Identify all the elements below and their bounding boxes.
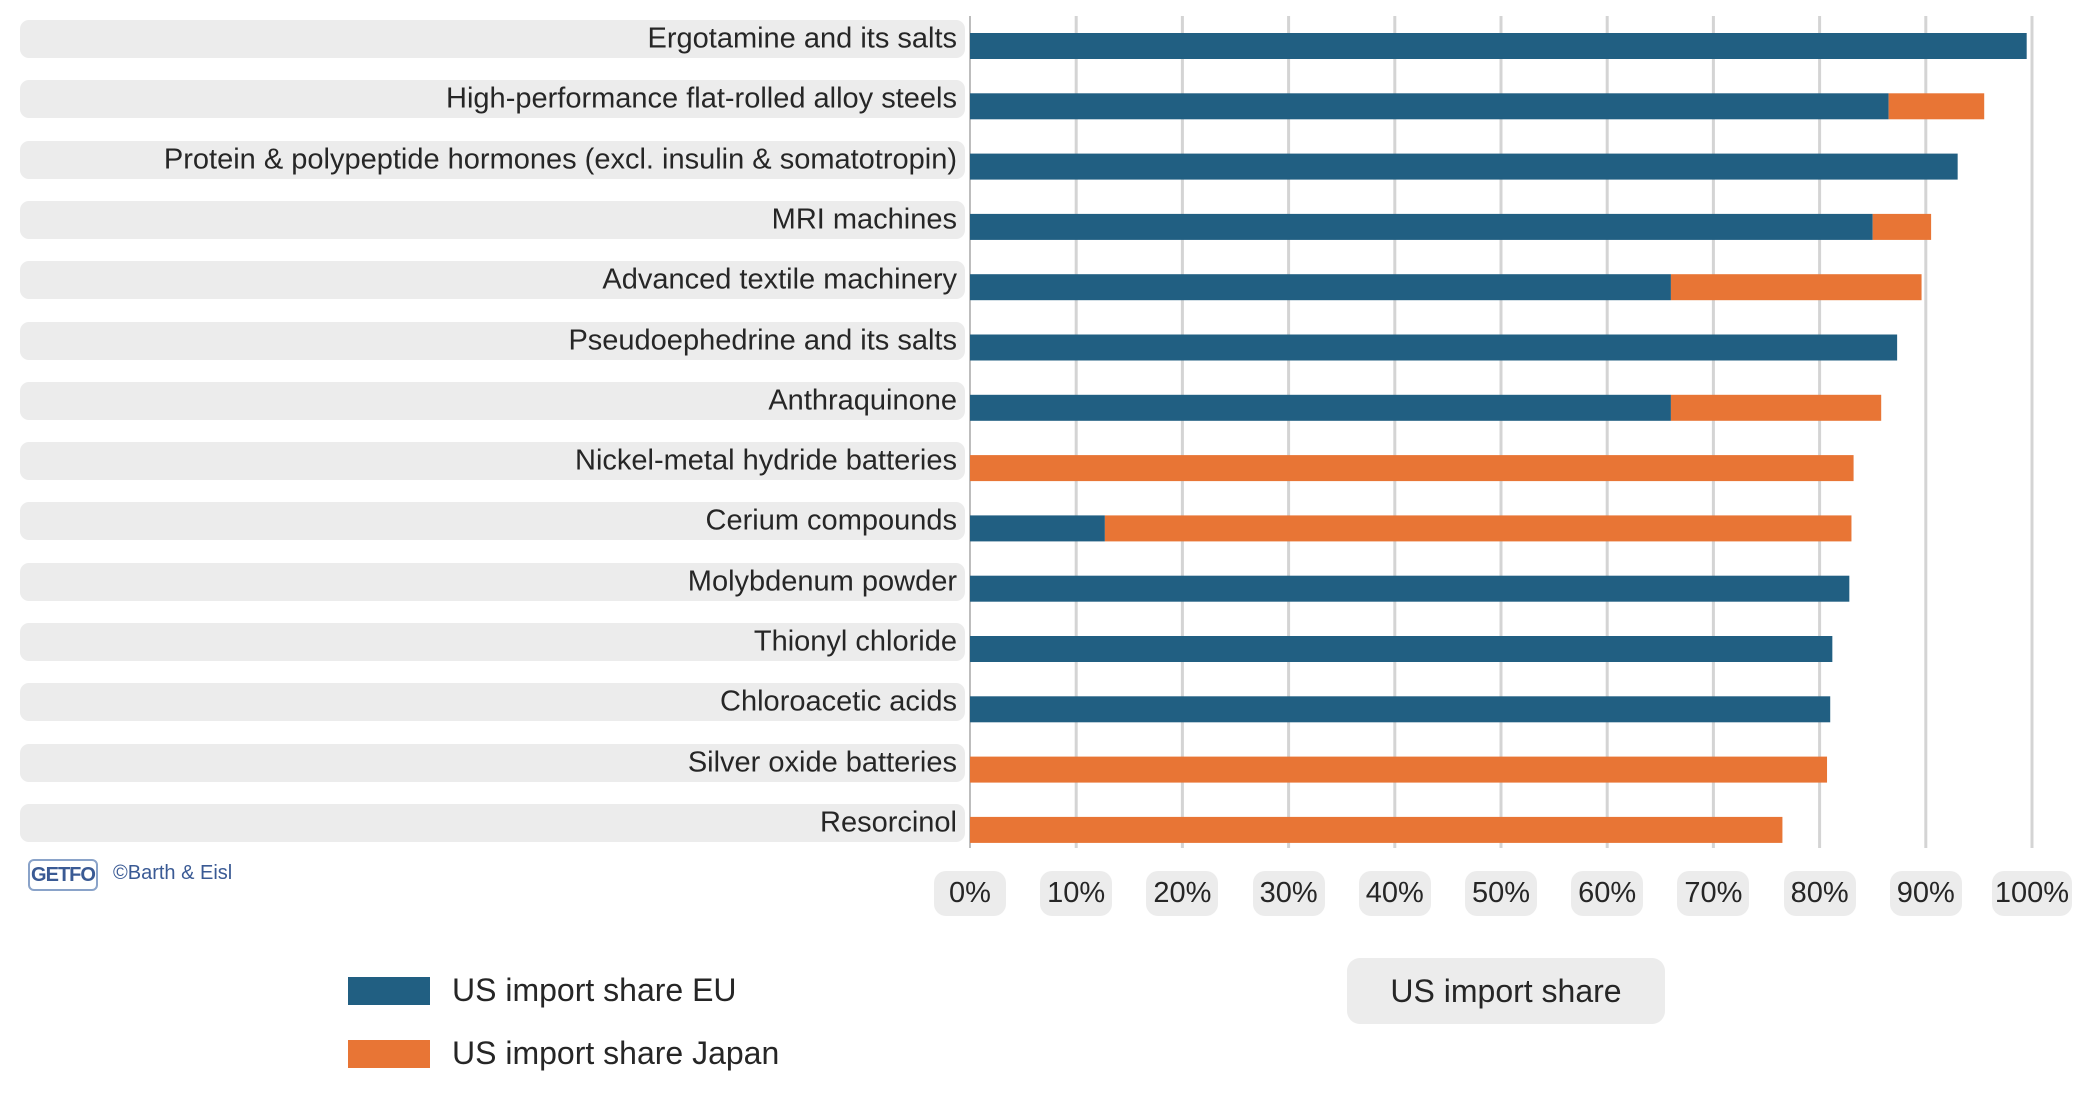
legend-label: US import share EU [452,972,737,1008]
bar-japan [1872,213,1932,240]
legend-label: US import share Japan [452,1035,780,1071]
category-label: Thionyl chloride [20,623,965,661]
category-label: Ergotamine and its salts [20,20,965,58]
category-label-text: MRI machines [771,203,957,236]
category-label-text: Thionyl chloride [753,625,957,658]
bar-eu [970,153,1958,180]
category-label: Pseudoephedrine and its salts [20,321,965,360]
x-tick-label: 50% [1465,871,1537,916]
legend-swatch [348,1039,430,1068]
bar-japan [970,816,1783,843]
bar-eu [970,33,2027,59]
bar-eu [970,213,1873,240]
x-tick-label: 40% [1358,871,1431,916]
x-tick-label: 70% [1677,871,1750,916]
category-label-text: Chloroacetic acids [720,685,957,718]
x-tick-label: 10% [1040,871,1113,916]
category-label: Advanced textile machinery [20,261,965,300]
bar-japan [1104,515,1852,542]
legend-item: US import share Japan [348,1035,779,1072]
legend-item: US import share EU [348,972,737,1009]
category-label-text: Ergotamine and its salts [647,22,957,55]
category-label-text: Pseudoephedrine and its salts [568,324,957,356]
bar-eu [970,93,1889,120]
category-label: Anthraquinone [20,381,965,420]
category-label: Nickel-metal hydride batteries [20,442,965,481]
category-label: Molybdenum powder [20,562,965,601]
category-label-text: Silver oxide batteries [687,746,957,779]
category-label: High-performance flat-rolled alloy steel… [20,80,965,119]
bar-eu [970,696,1831,723]
category-label: Resorcinol [20,803,965,842]
bar-japan [1888,93,1985,120]
bar-japan [970,455,1854,482]
category-label: Cerium compounds [20,502,965,541]
category-label: MRI machines [20,200,965,239]
category-label-text: Resorcinol [820,806,957,839]
category-label-text: Anthraquinone [768,384,957,417]
legend-swatch [348,976,430,1005]
bar-eu [970,575,1850,602]
copyright-text: ©Barth & Eisl [113,862,233,884]
category-label-text: Molybdenum powder [687,565,957,598]
bar-eu [970,636,1833,662]
category-label-text: High-performance flat-rolled alloy steel… [446,82,957,115]
bar-japan [1670,274,1922,301]
bar-eu [970,334,1898,361]
category-label-text: Advanced textile machinery [602,263,957,296]
bar-japan [1670,394,1882,421]
x-tick-label: 30% [1252,871,1325,916]
x-tick-label: 20% [1146,871,1219,916]
category-label: Chloroacetic acids [20,683,965,722]
bar-eu [970,515,1105,542]
category-label-text: Nickel-metal hydride batteries [575,444,957,477]
bar-eu [970,274,1671,301]
bar-japan [970,756,1828,783]
category-label: Silver oxide batteries [20,743,965,782]
category-label-text: Cerium compounds [705,504,957,537]
x-axis-title: US import share [1347,958,1665,1024]
bar-eu [970,394,1671,421]
category-label-text: Protein & polypeptide hormones (excl. in… [163,143,957,176]
x-tick-label: 60% [1571,871,1644,916]
x-tick-label: 80% [1783,871,1856,916]
x-tick-label: 100% [1992,871,2072,916]
x-tick-label: 0% [934,871,1006,916]
getfo-logo: GETFO [28,859,98,891]
category-label: Protein & polypeptide hormones (excl. in… [20,140,965,179]
x-tick-label: 90% [1889,871,1962,916]
